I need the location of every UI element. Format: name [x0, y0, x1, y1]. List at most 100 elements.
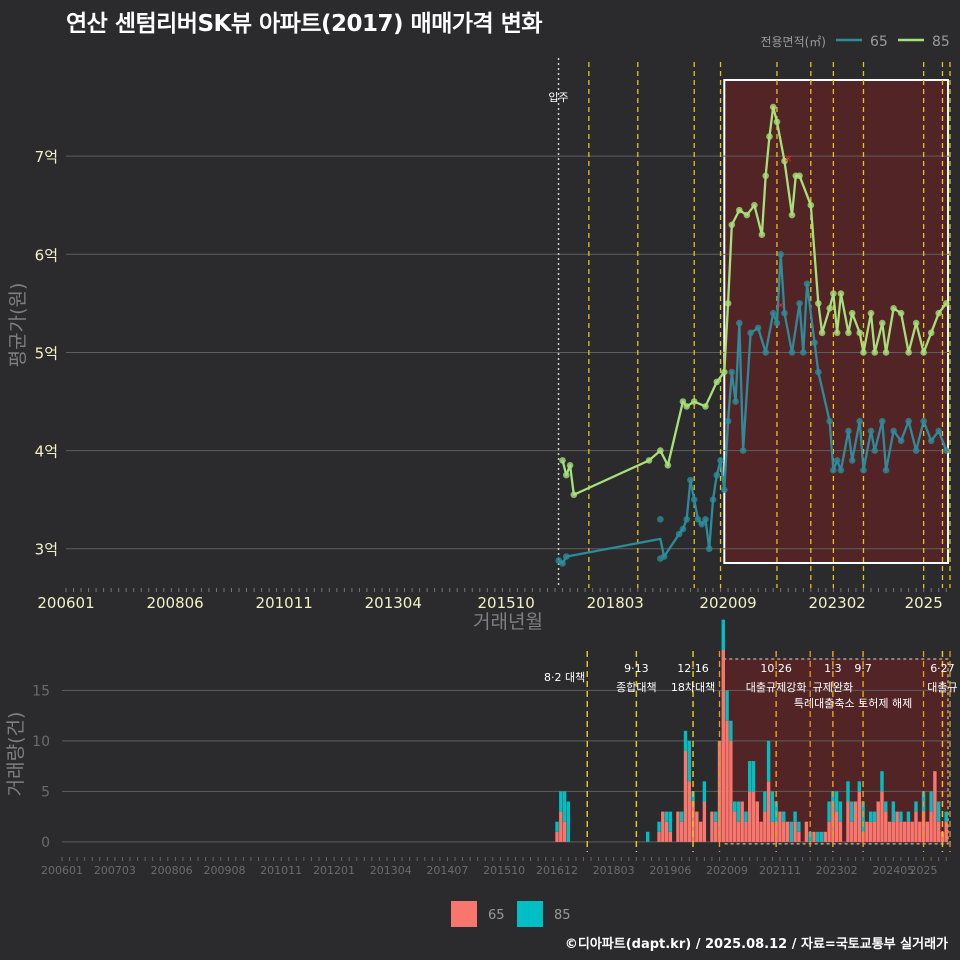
volume-bar-85 — [562, 791, 567, 822]
volume-bar-85 — [732, 801, 737, 812]
volume-bar-85 — [668, 811, 673, 832]
volume-bar-85 — [729, 720, 733, 741]
volume-bar-65 — [868, 821, 873, 842]
volume-bar-85 — [834, 791, 839, 812]
volume-bar-85 — [721, 619, 725, 650]
volume-bar-85 — [899, 811, 903, 822]
x-tick-label: 201304 — [370, 864, 412, 877]
x-tick-label: 201803 — [587, 594, 644, 612]
volume-bar-65 — [725, 720, 729, 842]
volume-bar-65 — [687, 781, 691, 842]
peak-marker: × — [777, 301, 785, 311]
x-tick-label: 202009 — [699, 594, 756, 612]
volume-bar-65 — [887, 821, 892, 842]
policy-label: 6·27 — [930, 662, 955, 675]
volume-bar-85 — [680, 811, 684, 822]
volume-bar-65 — [891, 821, 896, 842]
volume-bar-85 — [891, 801, 896, 822]
x-tick-label: 201510 — [483, 864, 525, 877]
volume-bar-65 — [744, 821, 748, 842]
volume-bar-65 — [910, 821, 914, 842]
volume-bar-65 — [668, 831, 673, 842]
volume-bar-65 — [884, 811, 888, 842]
volume-bar-85 — [687, 740, 691, 782]
volume-bar-85 — [702, 781, 707, 802]
volume-bar-85 — [872, 811, 877, 822]
volume-bar-65 — [804, 821, 809, 842]
volume-bar-85 — [751, 761, 756, 792]
volume-bar-85 — [944, 811, 948, 822]
volume-bar-65 — [661, 811, 665, 842]
volume-bar-85 — [763, 791, 767, 812]
volume-bar-65 — [933, 771, 937, 842]
volume-bar-65 — [729, 740, 733, 842]
legend-swatch-85 — [517, 901, 543, 927]
policy-label: 1·3 — [824, 662, 842, 675]
legend-label-85: 85 — [932, 34, 950, 50]
volume-bar-65 — [865, 821, 869, 842]
volume-bar-85 — [770, 791, 775, 822]
x-tick-label: 200601 — [37, 594, 94, 612]
x-tick-label: 201407 — [426, 864, 468, 877]
y-tick-label: 7억 — [35, 148, 58, 166]
volume-bar-85 — [819, 831, 824, 842]
move-in-label: 입주 — [548, 91, 568, 104]
volume-bar-65 — [880, 791, 884, 842]
volume-bar-85 — [827, 801, 831, 822]
volume-bar-65 — [755, 801, 759, 842]
x-tick-label: 202111 — [759, 864, 801, 877]
x-tick-label: 200806 — [151, 864, 193, 877]
volume-bar-65 — [702, 801, 707, 842]
volume-bar-65 — [562, 821, 567, 842]
volume-bar-85 — [559, 791, 563, 812]
volume-bar-65 — [748, 791, 752, 842]
x-tick-label: 202302 — [809, 594, 866, 612]
volume-bar-85 — [789, 821, 793, 842]
legend-label-85: 85 — [554, 908, 571, 923]
source-footer: ©디아파트(dapt.kr) / 2025.08.12 / 자료=국토교통부 실… — [564, 937, 948, 952]
volume-bar-65 — [683, 751, 688, 842]
x-tick-label: 201803 — [593, 864, 635, 877]
volume-bar-65 — [929, 811, 933, 842]
volume-bar-65 — [676, 811, 680, 842]
volume-bar-85 — [664, 811, 669, 822]
volume-bar-65 — [721, 650, 725, 842]
y-tick-label: 5 — [41, 784, 50, 800]
volume-bar-65 — [895, 811, 899, 842]
policy-label: 10·26 — [760, 662, 792, 675]
policy-label-detail: 18차대책 — [671, 681, 715, 694]
legend-title: 전용면적(㎡) — [760, 35, 826, 49]
volume-bar-85 — [566, 801, 571, 842]
policy-label: 9·13 — [624, 662, 649, 675]
volume-bar-65 — [782, 821, 786, 842]
policy-label-detail: 대출규제강화 — [746, 681, 807, 694]
volume-bar-65 — [944, 821, 948, 842]
volume-bar-65 — [834, 811, 839, 842]
volume-bar-85 — [748, 761, 752, 792]
volume-bar-85 — [725, 690, 729, 721]
volume-bar-85 — [646, 831, 650, 842]
y-tick-label: 4억 — [35, 443, 58, 461]
volume-bar-85 — [793, 811, 797, 822]
volume-chart: 0 5 10 15 8·2 대책 9·13 종합대책 12·16 18차대책 10·26 대출규제강… — [5, 619, 958, 927]
price-point-65 — [657, 515, 664, 523]
volume-bar-65 — [872, 821, 877, 842]
x-tick-label: 200601 — [41, 864, 83, 877]
x-tick-label: 200703 — [94, 864, 136, 877]
x-tick-label: 201906 — [649, 864, 691, 877]
policy-label-detail: 특례대출축소 토허제 해제 — [794, 696, 912, 710]
volume-bar-65 — [740, 801, 744, 842]
volume-bar-65 — [914, 811, 918, 842]
volume-bar-85 — [797, 821, 801, 832]
volume-bar-65 — [664, 821, 669, 842]
volume-bar-65 — [785, 821, 790, 842]
volume-bar-85 — [880, 771, 884, 792]
policy-label-detail: 규제완화 — [813, 681, 853, 694]
volume-bar-65 — [559, 811, 563, 842]
volume-bar-65 — [710, 811, 714, 842]
volume-bar-65 — [899, 821, 903, 842]
policy-label: 12·16 — [677, 662, 709, 675]
y-tick-label: 15 — [32, 683, 50, 699]
policy-label-detail: 대출규 — [927, 681, 957, 694]
x-tick-label: 202405 — [872, 864, 914, 877]
